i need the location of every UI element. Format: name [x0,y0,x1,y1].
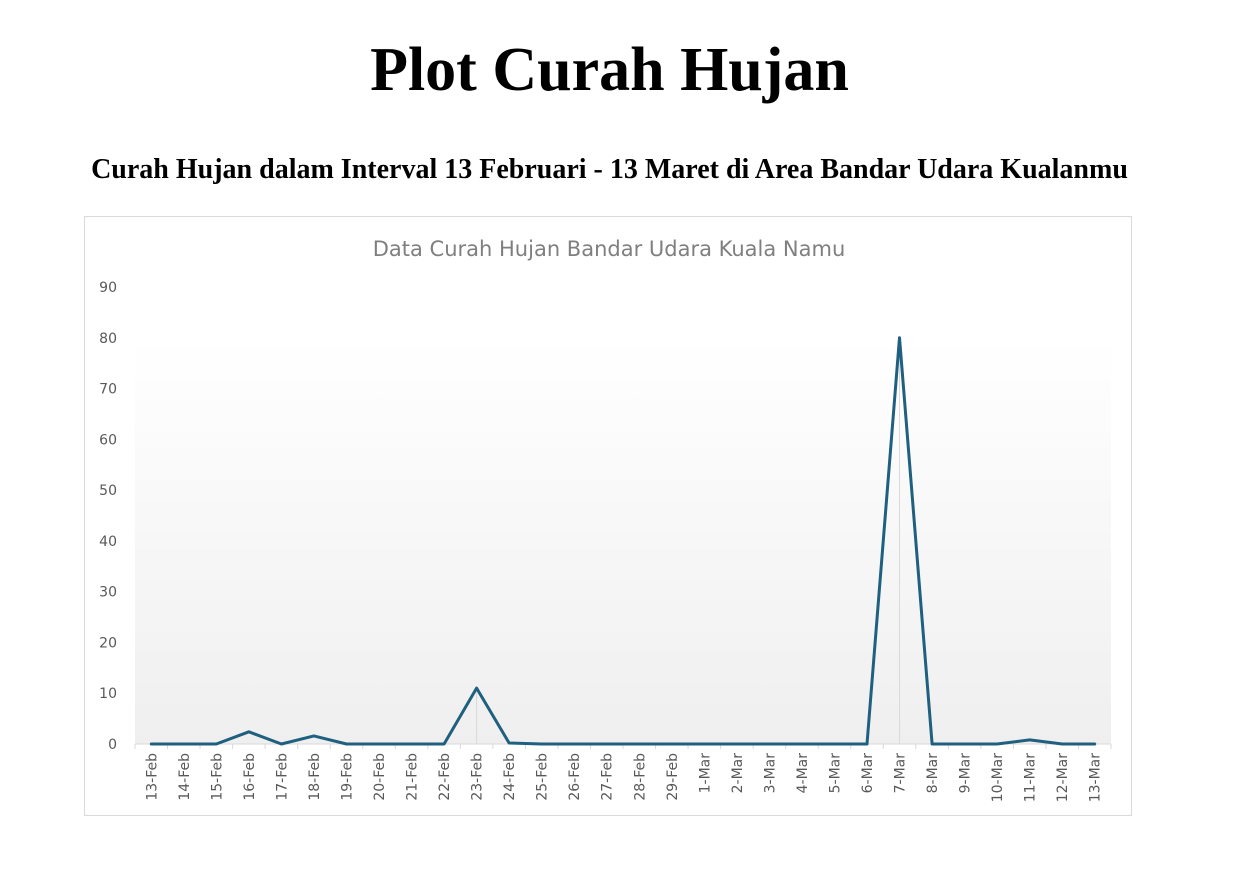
rainfall-chart: Data Curah Hujan Bandar Udara Kuala Namu… [84,216,1132,816]
x-tick-label: 8-Mar [925,753,941,794]
y-tick-label: 50 [99,483,117,499]
page-subtitle: Curah Hujan dalam Interval 13 Februari -… [91,154,1128,185]
x-tick-label: 11-Mar [1023,753,1039,803]
y-tick-label: 20 [99,635,117,651]
x-tick-label: 12-Mar [1055,753,1071,803]
x-tick-label: 13-Feb [144,753,160,801]
x-tick-label: 4-Mar [795,753,811,794]
x-tick-label: 22-Feb [437,753,453,801]
x-tick-label: 13-Mar [1088,753,1104,803]
x-tick-label: 28-Feb [632,753,648,801]
x-tick-label: 10-Mar [990,753,1006,803]
x-tick-label: 16-Feb [242,753,258,801]
x-tick-label: 26-Feb [567,753,583,801]
page-title: Plot Curah Hujan [370,36,849,104]
x-tick-label: 14-Feb [177,753,193,801]
x-axis: 13-Feb 14-Feb 15-Feb 16-Feb 17-Feb 18-Feb 19-F… [134,743,1112,803]
y-tick-label: 0 [108,737,117,753]
x-tick-label: 21-Feb [405,753,421,801]
x-tick-label: 17-Feb [274,753,290,801]
x-tick-label: 19-Feb [339,753,355,801]
x-tick-label: 1-Mar [697,753,713,794]
x-tick-label: 3-Mar [762,753,778,794]
plot-area [135,337,1111,744]
x-tick-label: 9-Mar [958,753,974,794]
chart-title: Data Curah Hujan Bandar Udara Kuala Namu [373,237,846,261]
series-rainfall [149,336,1097,746]
x-tick-label: 6-Mar [860,753,876,794]
x-tick-label: 2-Mar [730,753,746,794]
y-tick-label: 10 [99,686,117,702]
x-tick-label: 7-Mar [893,753,909,794]
y-tick-label: 60 [99,432,117,448]
x-tick-label: 24-Feb [502,753,518,801]
x-tick-label: 18-Feb [307,753,323,801]
x-tick-label: 23-Feb [470,753,486,801]
y-tick-label: 70 [99,382,117,398]
x-tick-label: 25-Feb [535,753,551,801]
x-tick-label: 15-Feb [209,753,225,801]
chart-canvas: Data Curah Hujan Bandar Udara Kuala Namu… [99,237,1112,803]
series-line [149,336,1097,746]
x-tick-label: 29-Feb [665,753,681,801]
y-tick-label: 40 [99,534,117,550]
y-tick-label: 90 [99,280,117,296]
y-axis: 0 10 20 30 40 50 60 70 80 90 [99,280,117,753]
x-tick-label: 27-Feb [600,753,616,801]
y-tick-label: 80 [99,331,117,347]
x-tick-label: 20-Feb [372,753,388,801]
y-tick-label: 30 [99,585,117,601]
x-tick-label: 5-Mar [827,753,843,794]
